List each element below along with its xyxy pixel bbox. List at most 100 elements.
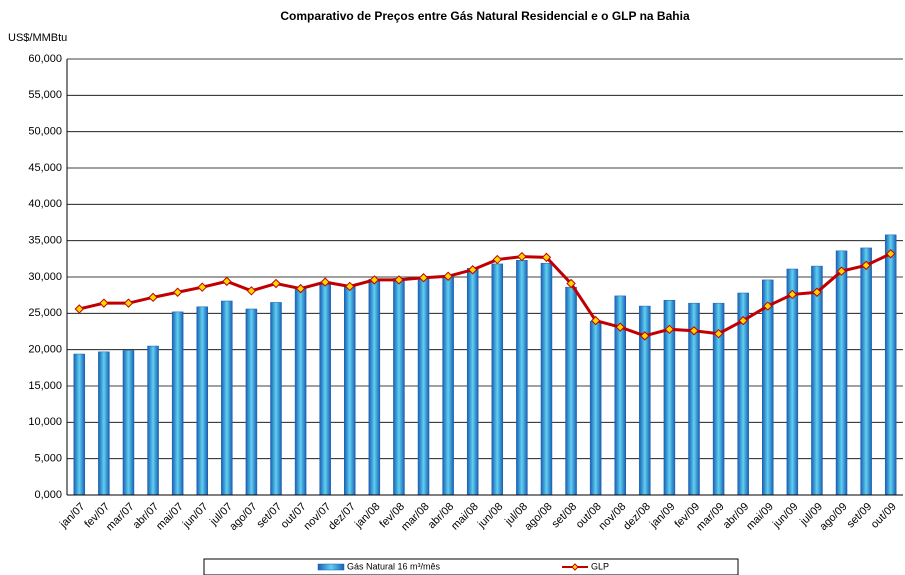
bar [811,265,823,496]
y-tick-label: 45,000 [28,162,62,174]
y-tick-label: 40,000 [28,198,62,210]
x-tick-label: ago/07 [227,501,259,533]
y-tick-label: 15,000 [28,380,62,392]
y-tick-label: 55,000 [28,89,62,101]
marker [148,292,158,303]
marker [689,326,699,336]
legend-label: GLP [591,561,609,571]
marker [566,278,576,289]
marker [197,282,207,292]
marker [369,275,380,285]
marker [492,254,503,265]
bar [270,302,282,496]
bar [417,277,430,496]
marker [812,287,822,297]
x-tick-label: dez/08 [621,501,653,533]
marker [861,260,871,271]
marker [123,298,134,308]
marker [99,298,109,308]
legend-label: Gás Natural 16 m³/mês [347,561,441,571]
marker [738,315,748,326]
bar [540,262,553,496]
bar [393,278,405,496]
legend-swatch [571,563,579,571]
x-tick-label: jun/07 [180,501,210,531]
bar [245,308,258,496]
marker [836,266,847,276]
bar [147,345,159,496]
bar [196,306,208,496]
x-tick-label: jan/08 [352,501,382,531]
x-tick-label: jan/09 [647,501,677,531]
x-tick-label: jun/08 [475,501,505,531]
x-tick-label: jun/09 [770,501,800,531]
marker [787,289,798,300]
legend-swatch [317,563,345,571]
bar [122,350,135,496]
bar [786,268,799,496]
bar [98,351,110,496]
bar [762,279,774,496]
bar [368,278,381,496]
bar [565,286,577,496]
y-tick-label: 5,000 [34,453,62,465]
x-tick-label: mar/09 [694,501,727,534]
bar [344,286,356,496]
bar [221,300,233,496]
y-tick-label: 35,000 [28,235,62,247]
marker [664,324,675,335]
marker [320,277,330,287]
y-tick-label: 20,000 [28,344,62,356]
marker [590,315,601,326]
x-tick-label: mai/08 [449,501,481,533]
x-tick-label: mai/09 [744,501,776,533]
bar [589,321,602,496]
y-axis-label: US$/MMBtu [8,32,67,44]
marker [713,328,724,339]
marker [615,322,625,332]
marker [418,273,429,283]
marker [271,278,281,289]
marker [517,251,527,262]
bar [466,268,479,496]
x-tick-label: ago/09 [817,501,849,533]
marker [885,249,896,259]
bar [516,260,528,496]
marker [640,331,650,341]
x-tick-label: out/09 [869,501,899,531]
marker [295,283,306,294]
marker [443,271,453,281]
marker [74,304,85,314]
bar [73,353,86,496]
y-tick-label: 60,000 [28,53,62,65]
marker [763,301,773,311]
x-tick-label: set/07 [254,501,284,531]
x-tick-label: dez/07 [326,501,358,533]
bar [860,247,872,496]
legend-box [203,558,739,575]
marker [172,287,183,297]
bar [442,276,454,496]
marker [467,265,478,275]
marker [345,281,355,292]
y-tick-label: 10,000 [28,416,62,428]
bar [491,263,504,496]
x-tick-label: jan/07 [57,501,87,531]
bar [319,284,331,496]
marker [394,275,404,285]
marker [541,252,552,263]
y-tick-label: 30,000 [28,271,62,283]
bar [835,250,848,496]
x-tick-label: set/08 [550,501,580,531]
x-tick-label: mar/07 [104,501,137,534]
bar [294,286,307,496]
marker [222,276,232,287]
chart-title: Comparativo de Preços entre Gás Natural … [280,9,690,23]
marker [246,286,257,296]
bar [884,234,897,496]
bar [171,311,184,496]
x-tick-label: ago/08 [522,501,554,533]
x-tick-label: mai/07 [154,501,186,533]
x-tick-label: mar/08 [399,501,432,534]
x-tick-label: set/09 [845,501,875,531]
